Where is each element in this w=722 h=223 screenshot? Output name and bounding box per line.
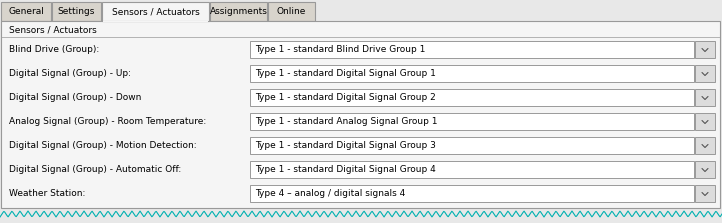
Text: Type 1 - standard Digital Signal Group 1: Type 1 - standard Digital Signal Group 1 bbox=[255, 69, 436, 78]
Text: Settings: Settings bbox=[58, 8, 95, 17]
FancyBboxPatch shape bbox=[250, 137, 694, 154]
FancyBboxPatch shape bbox=[695, 161, 715, 178]
FancyBboxPatch shape bbox=[695, 185, 715, 202]
FancyBboxPatch shape bbox=[250, 65, 694, 82]
Text: Sensors / Actuators: Sensors / Actuators bbox=[112, 8, 199, 17]
FancyBboxPatch shape bbox=[250, 89, 694, 106]
FancyBboxPatch shape bbox=[250, 41, 694, 58]
Text: Assignments: Assignments bbox=[209, 8, 267, 17]
Text: Online: Online bbox=[277, 8, 306, 17]
Text: Sensors / Actuators: Sensors / Actuators bbox=[9, 25, 97, 35]
Text: Type 1 - standard Analog Signal Group 1: Type 1 - standard Analog Signal Group 1 bbox=[255, 117, 438, 126]
Text: Type 1 - standard Digital Signal Group 3: Type 1 - standard Digital Signal Group 3 bbox=[255, 141, 436, 150]
Text: Type 1 - standard Blind Drive Group 1: Type 1 - standard Blind Drive Group 1 bbox=[255, 45, 425, 54]
Text: Digital Signal (Group) - Motion Detection:: Digital Signal (Group) - Motion Detectio… bbox=[9, 142, 196, 151]
Text: Type 1 - standard Digital Signal Group 2: Type 1 - standard Digital Signal Group 2 bbox=[255, 93, 436, 102]
FancyBboxPatch shape bbox=[268, 2, 315, 21]
Text: Digital Signal (Group) - Automatic Off:: Digital Signal (Group) - Automatic Off: bbox=[9, 165, 181, 175]
Text: Type 4 – analog / digital signals 4: Type 4 – analog / digital signals 4 bbox=[255, 189, 405, 198]
Text: Digital Signal (Group) - Down: Digital Signal (Group) - Down bbox=[9, 93, 142, 103]
FancyBboxPatch shape bbox=[695, 41, 715, 58]
FancyBboxPatch shape bbox=[695, 65, 715, 82]
Text: Digital Signal (Group) - Up:: Digital Signal (Group) - Up: bbox=[9, 70, 131, 78]
FancyBboxPatch shape bbox=[52, 2, 101, 21]
FancyBboxPatch shape bbox=[103, 21, 208, 22]
Text: Analog Signal (Group) - Room Temperature:: Analog Signal (Group) - Room Temperature… bbox=[9, 118, 206, 126]
Text: Type 1 - standard Digital Signal Group 4: Type 1 - standard Digital Signal Group 4 bbox=[255, 165, 436, 174]
FancyBboxPatch shape bbox=[250, 113, 694, 130]
FancyBboxPatch shape bbox=[210, 2, 267, 21]
FancyBboxPatch shape bbox=[102, 2, 209, 21]
FancyBboxPatch shape bbox=[250, 185, 694, 202]
FancyBboxPatch shape bbox=[695, 113, 715, 130]
Text: General: General bbox=[8, 8, 44, 17]
FancyBboxPatch shape bbox=[1, 2, 51, 21]
FancyBboxPatch shape bbox=[695, 89, 715, 106]
Text: Blind Drive (Group):: Blind Drive (Group): bbox=[9, 45, 99, 54]
FancyBboxPatch shape bbox=[250, 161, 694, 178]
Text: Weather Station:: Weather Station: bbox=[9, 190, 85, 198]
FancyBboxPatch shape bbox=[1, 21, 720, 208]
FancyBboxPatch shape bbox=[695, 137, 715, 154]
